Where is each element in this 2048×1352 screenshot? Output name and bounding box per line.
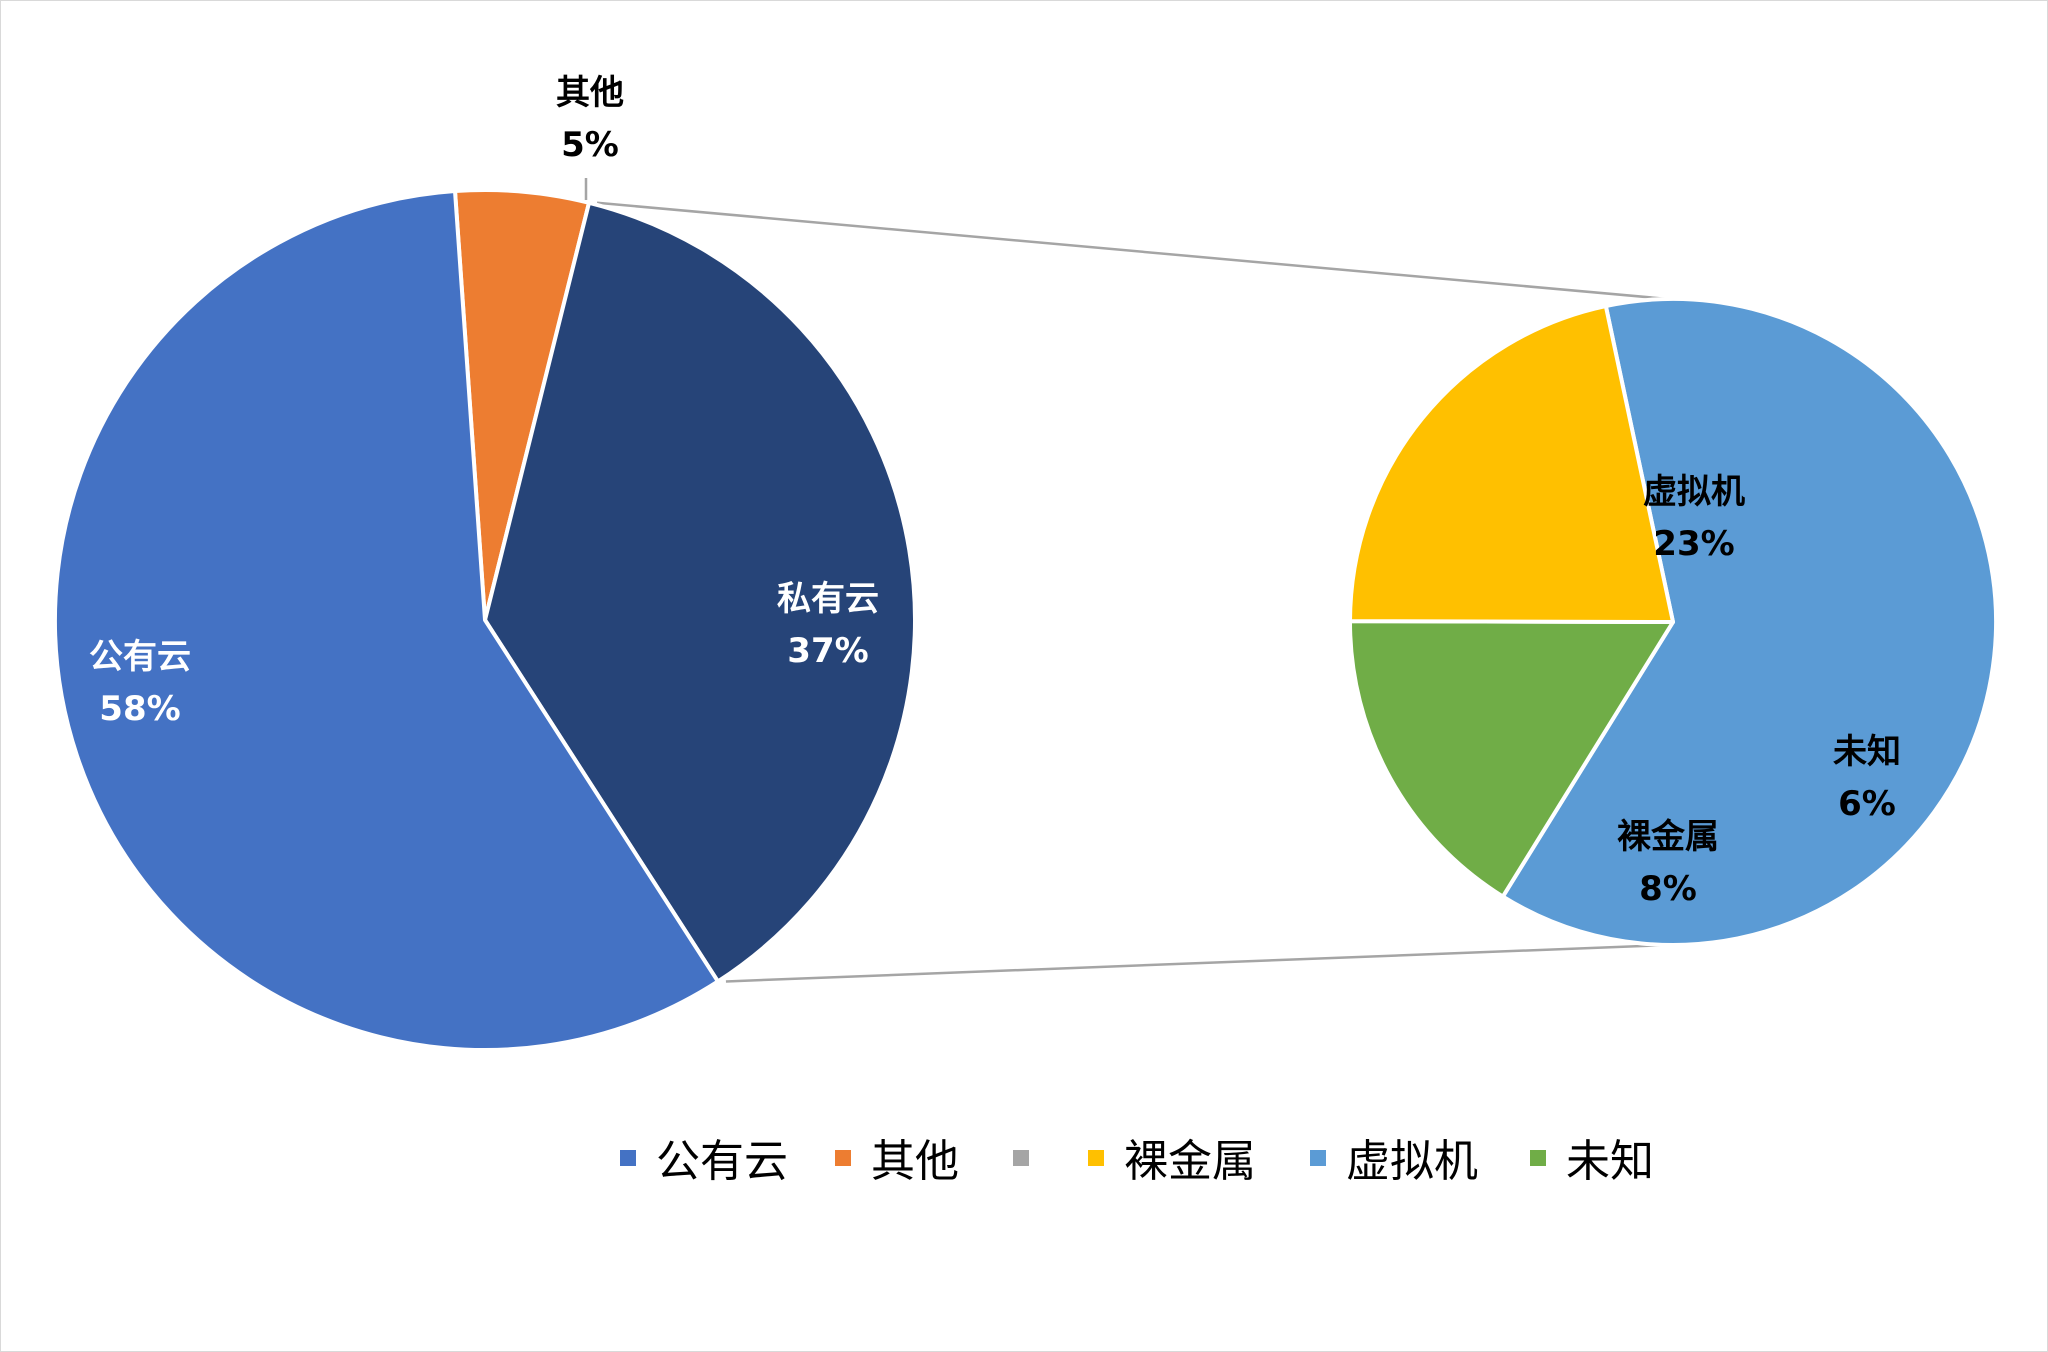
- connector-line-bottom: [725, 943, 1669, 983]
- connector-lines: [596, 201, 1669, 983]
- data-labels: 其他 5% 私有云 37% 公有云 58% 虚拟机 23% 未知 6% 裸金属 8%: [89, 73, 1901, 909]
- secondary-pie-slice-1: [1500, 297, 1998, 947]
- legend-label-2: 其他: [871, 1136, 959, 1187]
- secondary-slice-2-label: 未知: [1833, 732, 1901, 772]
- secondary-slice-2-percent: 6%: [1838, 784, 1896, 824]
- main-pie-slice-3: [53, 189, 720, 1052]
- main-slice-1-label: 其他: [556, 73, 624, 113]
- legend-swatch-3: [1013, 1150, 1029, 1166]
- legend: 公有云 其他 裸金属 虚拟机 未知: [620, 1136, 1654, 1187]
- legend-label-1: 公有云: [656, 1136, 788, 1187]
- legend-swatch-1: [620, 1150, 636, 1166]
- main-slice-2-percent: 37%: [787, 631, 868, 671]
- legend-swatch-5: [1310, 1150, 1326, 1166]
- legend-swatch-2: [835, 1150, 851, 1166]
- secondary-pie-slice-2: [1347, 619, 1675, 899]
- secondary-slice-1-label: 虚拟机: [1643, 472, 1745, 512]
- secondary-pie: [1347, 297, 1998, 947]
- secondary-slice-3-percent: 8%: [1639, 869, 1697, 909]
- secondary-slice-3-label: 裸金属: [1617, 817, 1719, 857]
- main-pie: [53, 188, 917, 1052]
- legend-label-6: 未知: [1566, 1136, 1654, 1187]
- main-slice-2-label: 私有云: [777, 579, 879, 619]
- connector-line-top: [596, 201, 1669, 301]
- secondary-slice-1-percent: 23%: [1653, 524, 1734, 564]
- secondary-pie-slice-3: [1348, 304, 1675, 624]
- main-slice-3-percent: 58%: [99, 689, 180, 729]
- legend-swatch-4: [1088, 1150, 1104, 1166]
- main-slice-3-label: 公有云: [89, 637, 191, 677]
- legend-label-4: 裸金属: [1124, 1136, 1256, 1187]
- legend-label-5: 虚拟机: [1346, 1136, 1478, 1187]
- legend-swatch-6: [1530, 1150, 1546, 1166]
- main-slice-1-percent: 5%: [561, 125, 619, 165]
